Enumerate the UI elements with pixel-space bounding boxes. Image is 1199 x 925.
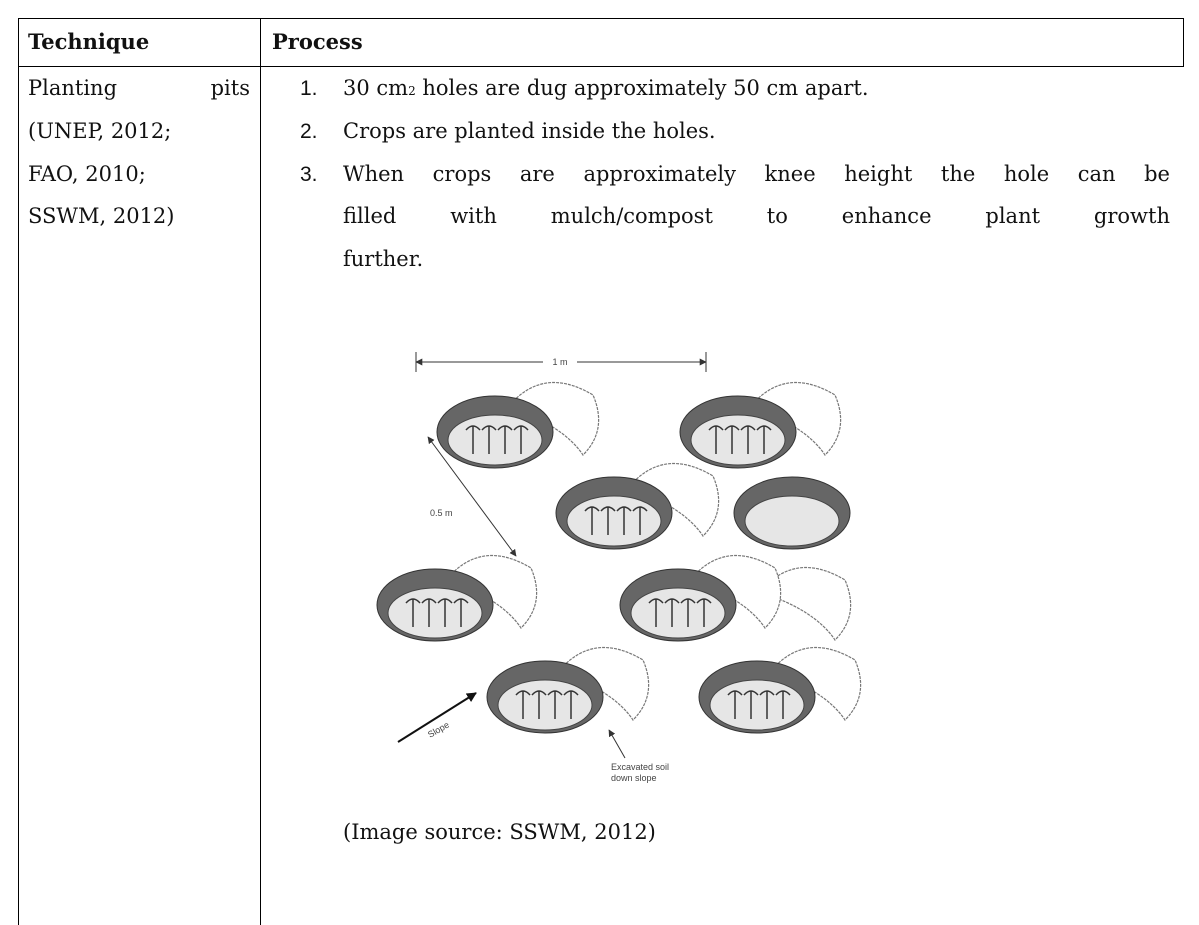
step-text: When crops are approximately knee height… xyxy=(343,162,1170,186)
plant xyxy=(453,598,469,604)
text: 30 cm xyxy=(343,76,409,100)
plant xyxy=(437,598,453,604)
plant xyxy=(680,598,696,604)
table-border xyxy=(18,18,1184,19)
step-text: further. xyxy=(343,247,424,271)
soil-mound xyxy=(758,567,852,641)
pit-floor xyxy=(630,587,726,639)
list-marker: 3. xyxy=(300,163,318,186)
plant xyxy=(696,598,712,604)
plant xyxy=(421,598,437,604)
label-bg xyxy=(543,355,577,369)
dimension-arrow xyxy=(427,436,517,557)
plant xyxy=(481,425,497,431)
plant xyxy=(708,425,724,431)
pit-floor xyxy=(447,414,543,466)
soil-mound xyxy=(768,647,862,721)
step-text: Crops are planted inside the holes. xyxy=(343,119,716,143)
plant xyxy=(547,690,563,696)
pit-floor xyxy=(387,587,483,639)
plant xyxy=(497,425,513,431)
table-border xyxy=(18,18,19,925)
pit-floor xyxy=(497,679,593,731)
text: 2 xyxy=(408,84,416,98)
plant xyxy=(648,598,664,604)
figure-label: 1 m xyxy=(552,357,567,367)
pit-floor xyxy=(690,414,786,466)
table-border xyxy=(1183,18,1184,67)
list-marker: 2. xyxy=(300,120,318,143)
pit xyxy=(486,660,604,734)
soil-mound xyxy=(506,382,600,456)
plant xyxy=(584,506,600,512)
soil-mound xyxy=(688,555,782,629)
caption: (Image source: SSWM, 2012) xyxy=(343,820,656,844)
pit xyxy=(619,568,737,642)
pit xyxy=(679,395,797,469)
figure-label: down slope xyxy=(611,773,657,783)
plant xyxy=(759,690,775,696)
plant xyxy=(600,506,616,512)
plant xyxy=(724,425,740,431)
pit xyxy=(698,660,816,734)
text: holes are dug approximately 50 cm apart. xyxy=(415,76,869,100)
list-marker: 1. xyxy=(300,77,318,100)
pointer-arrow xyxy=(608,729,626,759)
technique-line: (UNEP, 2012; xyxy=(28,119,172,143)
figure-label: Excavated soil xyxy=(611,762,669,772)
table-border xyxy=(260,18,261,925)
plant xyxy=(756,425,772,431)
plant xyxy=(775,690,791,696)
pit-floor xyxy=(744,495,840,547)
plant xyxy=(405,598,421,604)
soil-mound xyxy=(626,463,720,537)
pit-floor xyxy=(709,679,805,731)
header-cell: Technique xyxy=(28,29,150,54)
pit xyxy=(733,476,851,550)
plant xyxy=(513,425,529,431)
header-cell: Process xyxy=(272,29,363,54)
plant xyxy=(515,690,531,696)
soil-mound xyxy=(748,382,842,456)
pit xyxy=(436,395,554,469)
plant xyxy=(743,690,759,696)
plant xyxy=(531,690,547,696)
plant xyxy=(465,425,481,431)
plant xyxy=(664,598,680,604)
table-border xyxy=(18,66,1184,67)
pit xyxy=(376,568,494,642)
plant xyxy=(740,425,756,431)
plant xyxy=(632,506,648,512)
plant xyxy=(563,690,579,696)
figure-label: 0.5 m xyxy=(430,508,453,518)
technique-line: Planting pits xyxy=(28,76,250,100)
plant xyxy=(616,506,632,512)
slope-arrow xyxy=(397,692,477,743)
technique-line: FAO, 2010; xyxy=(28,162,146,186)
step-text: 30 cm2 holes are dug approximately 50 cm… xyxy=(343,67,869,113)
step-text: filled with mulch/compost to enhance pla… xyxy=(343,204,1170,228)
pit xyxy=(555,476,673,550)
technique-line: SSWM, 2012) xyxy=(28,204,175,228)
pit-floor xyxy=(566,495,662,547)
plant xyxy=(727,690,743,696)
soil-mound xyxy=(556,647,650,721)
